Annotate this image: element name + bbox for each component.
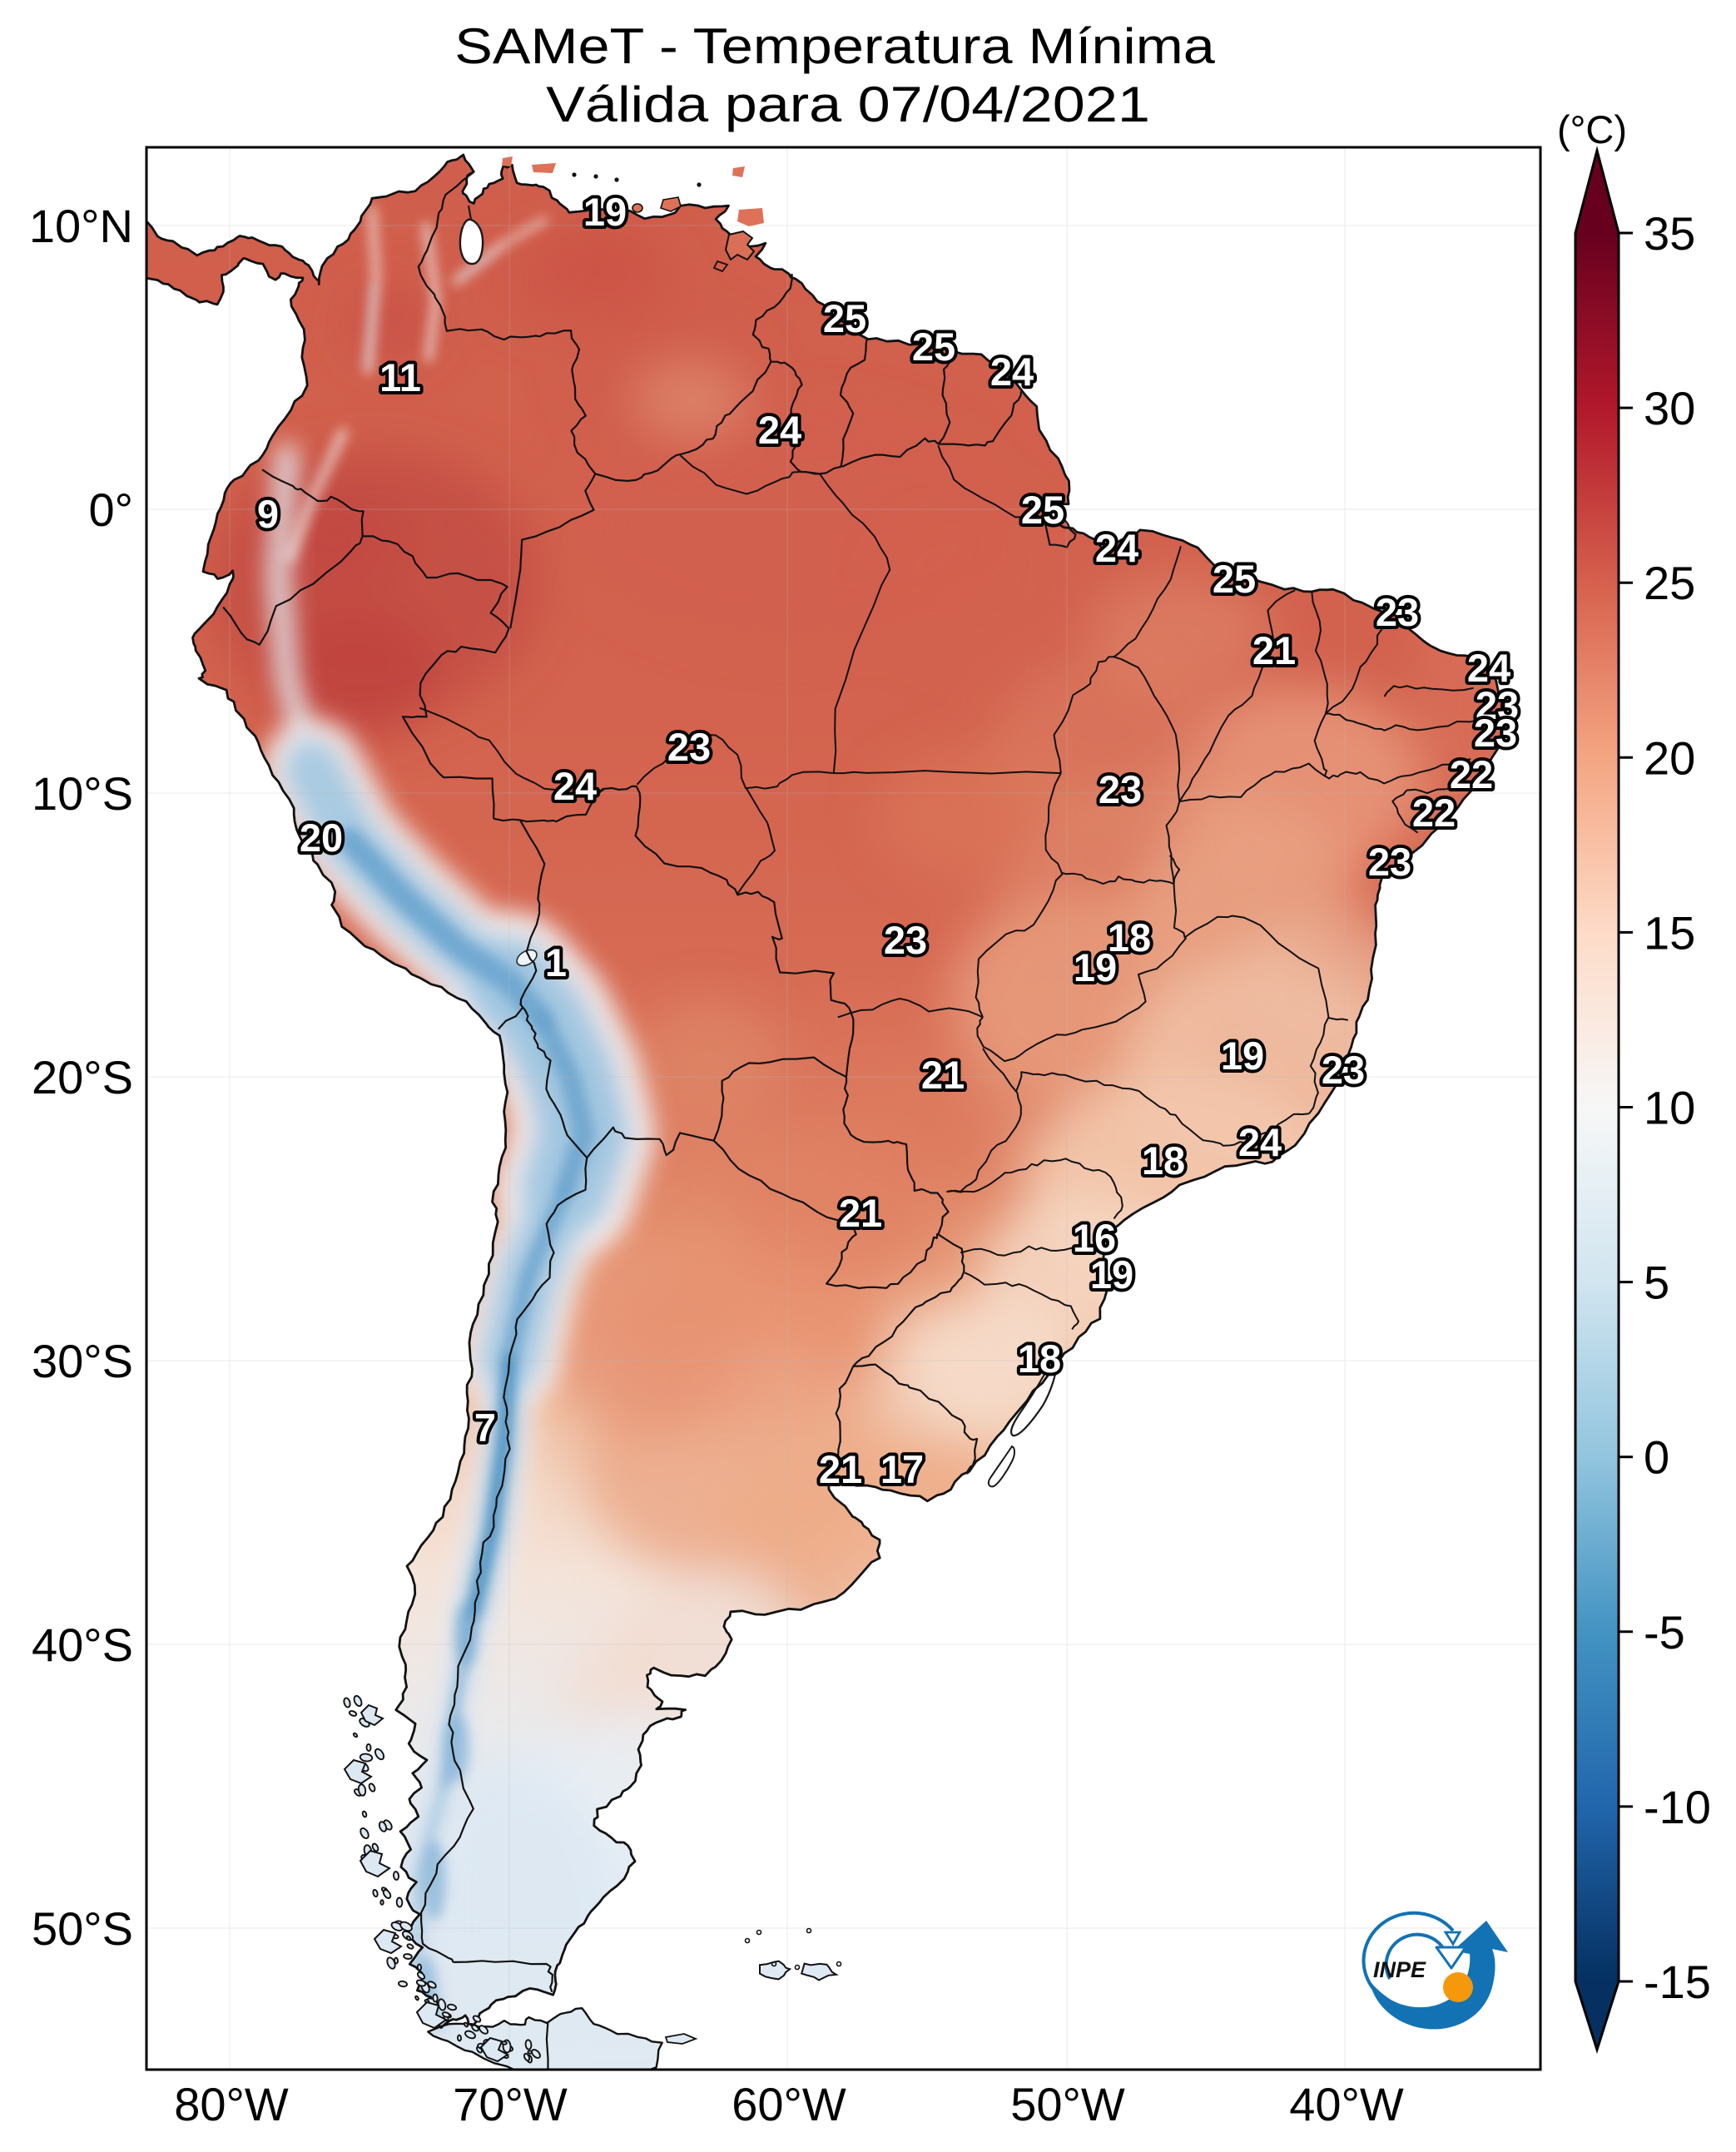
svg-text:25: 25 — [912, 325, 955, 369]
svg-text:18: 18 — [1142, 1138, 1185, 1183]
svg-text:24: 24 — [1238, 1120, 1282, 1164]
svg-text:40°W: 40°W — [1289, 2078, 1404, 2130]
svg-text:5: 5 — [1644, 1257, 1669, 1309]
svg-text:-5: -5 — [1644, 1606, 1685, 1659]
svg-text:23: 23 — [1376, 590, 1419, 634]
svg-text:18: 18 — [1018, 1336, 1061, 1381]
svg-text:10°N: 10°N — [29, 200, 133, 252]
svg-text:10: 10 — [1644, 1082, 1695, 1134]
svg-text:25: 25 — [1213, 557, 1256, 601]
svg-text:(°C): (°C) — [1557, 107, 1627, 151]
svg-text:24: 24 — [990, 350, 1034, 394]
svg-text:18: 18 — [1108, 915, 1151, 959]
svg-text:21: 21 — [1252, 628, 1296, 672]
svg-text:50°W: 50°W — [1010, 2078, 1125, 2130]
svg-text:INPE: INPE — [1373, 1957, 1426, 1982]
svg-text:0: 0 — [1644, 1431, 1669, 1484]
svg-text:22: 22 — [1412, 791, 1456, 835]
svg-text:SAMeT - Temperatura Mínima: SAMeT - Temperatura Mínima — [454, 18, 1215, 74]
svg-text:20: 20 — [300, 816, 343, 860]
svg-text:-15: -15 — [1644, 1956, 1711, 2008]
svg-text:19: 19 — [1074, 945, 1117, 989]
svg-text:23: 23 — [1322, 1048, 1365, 1092]
svg-text:11: 11 — [379, 355, 421, 399]
svg-text:23: 23 — [884, 918, 927, 962]
svg-text:-10: -10 — [1644, 1781, 1711, 1833]
svg-text:23: 23 — [1476, 683, 1519, 727]
svg-text:Válida para 07/04/2021: Válida para 07/04/2021 — [546, 77, 1150, 132]
svg-text:60°W: 60°W — [732, 2078, 846, 2130]
svg-text:20: 20 — [1644, 731, 1695, 784]
svg-text:24: 24 — [1095, 526, 1138, 570]
svg-text:25: 25 — [1644, 557, 1695, 609]
svg-text:23: 23 — [667, 725, 711, 769]
svg-text:35: 35 — [1644, 207, 1695, 260]
svg-text:1: 1 — [545, 940, 567, 984]
svg-text:21: 21 — [839, 1191, 882, 1235]
svg-text:20°S: 20°S — [32, 1051, 133, 1103]
svg-text:24: 24 — [758, 408, 801, 452]
svg-text:17: 17 — [880, 1447, 924, 1491]
svg-text:23: 23 — [1474, 711, 1517, 755]
svg-text:23: 23 — [1099, 767, 1142, 811]
svg-text:30: 30 — [1644, 382, 1695, 434]
svg-text:70°W: 70°W — [453, 2078, 568, 2130]
svg-text:7: 7 — [474, 1406, 496, 1450]
svg-text:25: 25 — [823, 296, 866, 340]
svg-text:22: 22 — [1450, 752, 1493, 796]
svg-text:23: 23 — [1368, 840, 1411, 884]
svg-text:40°S: 40°S — [32, 1619, 133, 1671]
svg-text:25: 25 — [1021, 488, 1064, 532]
svg-text:10°S: 10°S — [32, 767, 133, 820]
svg-text:16: 16 — [1073, 1216, 1116, 1260]
svg-text:21: 21 — [921, 1053, 965, 1097]
svg-text:15: 15 — [1644, 906, 1695, 959]
svg-text:0°: 0° — [88, 483, 133, 536]
svg-text:24: 24 — [1467, 646, 1510, 690]
svg-text:19: 19 — [583, 190, 627, 234]
svg-text:30°S: 30°S — [32, 1335, 133, 1387]
svg-text:80°W: 80°W — [174, 2078, 289, 2130]
svg-text:19: 19 — [1221, 1034, 1264, 1078]
svg-text:9: 9 — [257, 492, 279, 536]
svg-text:21: 21 — [819, 1447, 862, 1491]
svg-text:19: 19 — [1090, 1252, 1133, 1297]
svg-text:50°S: 50°S — [32, 1902, 133, 1955]
svg-text:24: 24 — [553, 764, 597, 808]
